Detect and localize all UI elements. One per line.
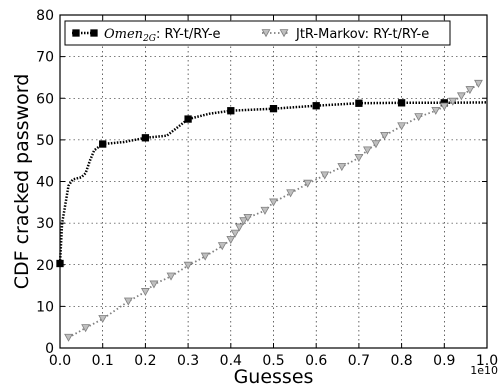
legend-marker-omen bbox=[72, 29, 80, 37]
legend: Omen2G: RY-t/RY-e JtR-Markov: RY-t/RY-e bbox=[64, 20, 451, 46]
data-point bbox=[474, 79, 483, 88]
legend-swatch-omen bbox=[72, 29, 98, 37]
x-tick-label: 0.3 bbox=[177, 353, 199, 369]
data-point bbox=[184, 115, 192, 123]
data-point bbox=[465, 86, 475, 95]
legend-swatch-jtr bbox=[261, 29, 289, 38]
data-point bbox=[234, 223, 244, 232]
x-tick-label: 0.5 bbox=[262, 353, 284, 369]
legend-label-omen-suffix: : RY-t/RY-e bbox=[156, 27, 221, 42]
x-tick-label: 0.9 bbox=[433, 353, 455, 369]
legend-marker-jtr bbox=[279, 29, 289, 38]
legend-marker-jtr bbox=[261, 29, 271, 38]
y-tick-label: 70 bbox=[36, 50, 54, 66]
data-point bbox=[217, 242, 227, 251]
data-point bbox=[269, 198, 278, 207]
legend-label-omen-prefix: Omen bbox=[104, 27, 143, 42]
y-tick-label: 40 bbox=[36, 175, 54, 191]
y-tick-label: 20 bbox=[36, 258, 54, 274]
y-tick-label: 30 bbox=[36, 216, 54, 232]
tick-labels-layer: 0.0 0.1 0.2 0.3 0.4 0.5 0.6 0.7 0.8 0.9 1.0 0 10 20 30… bbox=[36, 8, 498, 369]
x-tick-label: 0.2 bbox=[134, 353, 156, 369]
data-point bbox=[260, 206, 270, 215]
data-point bbox=[286, 189, 296, 198]
legend-box bbox=[64, 20, 451, 46]
data-point bbox=[200, 252, 210, 261]
data-point bbox=[141, 134, 150, 142]
data-point bbox=[397, 122, 407, 131]
data-point bbox=[439, 102, 449, 111]
x-tick-label: 0.7 bbox=[348, 353, 370, 369]
data-point bbox=[456, 92, 466, 101]
legend-label-jtr: JtR-Markov: RY-t/RY-e bbox=[295, 27, 429, 42]
x-axis-label: Guesses bbox=[234, 366, 314, 387]
data-point bbox=[355, 99, 363, 107]
ticks-layer bbox=[59, 14, 488, 349]
data-point bbox=[303, 179, 313, 188]
data-point bbox=[227, 107, 235, 115]
data-point bbox=[269, 105, 278, 113]
x-tick-label: 0.1 bbox=[92, 353, 114, 369]
x-axis-offset-label: 1e10 bbox=[470, 364, 498, 377]
data-point bbox=[226, 235, 236, 244]
data-point bbox=[183, 261, 193, 270]
x-tick-label: 0.6 bbox=[305, 353, 327, 369]
data-point bbox=[166, 272, 176, 281]
data-point bbox=[230, 229, 240, 238]
data-point bbox=[98, 315, 108, 324]
data-point bbox=[149, 280, 159, 289]
data-point bbox=[123, 297, 133, 306]
x-tick-label: 0.8 bbox=[390, 353, 412, 369]
legend-marker-omen bbox=[90, 29, 98, 37]
data-point bbox=[371, 140, 381, 149]
data-point bbox=[64, 333, 73, 342]
y-axis-label: CDF cracked password bbox=[11, 74, 33, 290]
y-tick-label: 50 bbox=[36, 133, 54, 149]
data-point bbox=[99, 140, 107, 148]
data-point bbox=[320, 171, 330, 180]
y-tick-label: 0 bbox=[45, 341, 54, 357]
data-point bbox=[140, 288, 150, 297]
data-point bbox=[431, 106, 441, 115]
legend-label-omen: Omen2G: RY-t/RY-e bbox=[104, 27, 221, 44]
legend-label-omen-subscript: 2G bbox=[142, 34, 156, 44]
data-point bbox=[380, 131, 389, 140]
y-tick-label: 80 bbox=[36, 8, 54, 24]
data-point bbox=[239, 217, 249, 226]
data-point bbox=[363, 146, 372, 155]
data-point bbox=[337, 163, 347, 172]
series-jtr-markov bbox=[64, 79, 483, 342]
data-point bbox=[312, 102, 320, 110]
data-point bbox=[354, 153, 364, 162]
data-point bbox=[243, 213, 253, 222]
y-tick-label: 10 bbox=[36, 299, 54, 315]
data-point bbox=[397, 99, 406, 107]
x-tick-label: 0.4 bbox=[220, 353, 242, 369]
x-tick-label: 1.0 bbox=[476, 353, 498, 369]
y-tick-label: 60 bbox=[36, 91, 54, 107]
data-point bbox=[448, 97, 458, 106]
series-line bbox=[58, 101, 488, 264]
data-point bbox=[414, 113, 424, 122]
x-tick-label: 0.0 bbox=[49, 353, 71, 369]
data-point bbox=[81, 324, 91, 333]
